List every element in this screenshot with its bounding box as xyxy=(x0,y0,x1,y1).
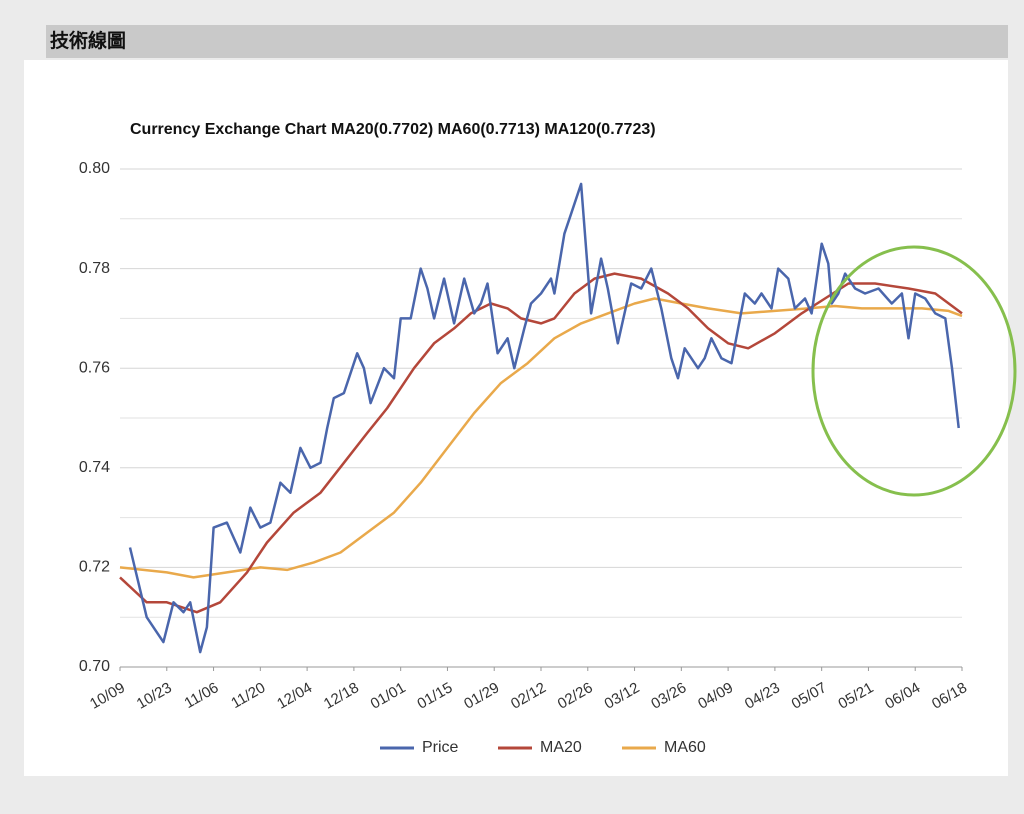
legend-label: MA20 xyxy=(540,739,582,756)
x-tick-label: 03/26 xyxy=(648,679,689,712)
x-tick-label: 01/29 xyxy=(461,679,502,712)
x-tick-label: 03/12 xyxy=(602,679,643,712)
series-line xyxy=(119,297,963,579)
x-tick-label: 12/04 xyxy=(274,679,315,712)
series-line xyxy=(119,272,963,614)
grid xyxy=(119,168,963,671)
page-header: 技術線圖 xyxy=(46,25,1008,58)
y-tick-label: 0.70 xyxy=(79,658,110,675)
lines xyxy=(119,182,963,654)
x-tick-label: 04/23 xyxy=(742,679,783,712)
x-tick-label: 01/01 xyxy=(368,679,409,712)
x-tick-label: 10/23 xyxy=(134,679,175,712)
legend-label: MA60 xyxy=(664,739,706,756)
y-tick-label: 0.78 xyxy=(79,260,110,277)
x-tick-label: 06/18 xyxy=(929,679,970,712)
x-tick-label: 02/26 xyxy=(555,679,596,712)
y-tick-label: 0.74 xyxy=(79,459,110,476)
x-tick-label: 04/09 xyxy=(695,679,736,712)
x-tick-label: 05/21 xyxy=(835,679,876,712)
chart-title: Currency Exchange Chart MA20(0.7702) MA6… xyxy=(130,121,656,138)
x-tick-label: 11/06 xyxy=(181,679,221,712)
x-tick-label: 10/09 xyxy=(87,679,128,712)
x-tick-label: 02/12 xyxy=(508,679,549,712)
x-tick-label: 05/07 xyxy=(789,679,830,712)
y-tick-label: 0.72 xyxy=(79,559,110,576)
x-tick-label: 12/18 xyxy=(321,679,362,712)
legend-label: Price xyxy=(422,739,459,756)
x-tick-label: 06/04 xyxy=(882,679,923,712)
x-tick-label: 01/15 xyxy=(414,679,455,712)
x-tick-label: 11/20 xyxy=(228,679,268,712)
y-tick-label: 0.80 xyxy=(79,160,110,177)
highlight-circle xyxy=(811,245,1017,497)
y-tick-label: 0.76 xyxy=(79,359,110,376)
series-line xyxy=(128,182,960,654)
